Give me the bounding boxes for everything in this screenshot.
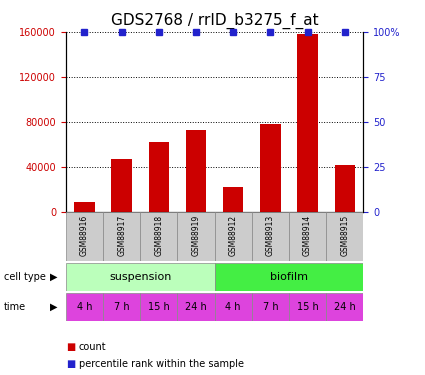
Text: 24 h: 24 h	[185, 302, 207, 312]
Bar	[66, 292, 103, 321]
Text: GSM88919: GSM88919	[192, 214, 201, 256]
Text: 7 h: 7 h	[263, 302, 278, 312]
Text: ▶: ▶	[50, 272, 57, 282]
Bar	[215, 292, 252, 321]
Text: 4 h: 4 h	[226, 302, 241, 312]
Text: 24 h: 24 h	[334, 302, 356, 312]
Bar	[149, 142, 169, 212]
Bar	[178, 212, 215, 261]
Text: 15 h: 15 h	[148, 302, 170, 312]
Bar	[66, 262, 215, 291]
Bar	[103, 292, 140, 321]
Bar	[74, 202, 95, 212]
Bar	[215, 212, 252, 261]
Text: GSM88917: GSM88917	[117, 214, 126, 256]
Bar	[223, 187, 244, 212]
Text: GSM88915: GSM88915	[340, 214, 349, 256]
Text: ■: ■	[66, 342, 75, 352]
Text: time: time	[4, 302, 26, 312]
Bar	[186, 130, 206, 212]
Text: biofilm: biofilm	[270, 272, 308, 282]
Bar	[103, 212, 140, 261]
Bar	[252, 212, 289, 261]
Text: GSM88912: GSM88912	[229, 215, 238, 256]
Bar	[178, 292, 215, 321]
Bar	[326, 212, 363, 261]
Text: GSM88918: GSM88918	[154, 215, 163, 256]
Bar	[66, 212, 103, 261]
Bar	[289, 212, 326, 261]
Text: percentile rank within the sample: percentile rank within the sample	[79, 359, 244, 369]
Bar	[326, 292, 363, 321]
Bar	[334, 165, 355, 212]
Bar	[215, 262, 363, 291]
Bar	[252, 292, 289, 321]
Text: GSM88913: GSM88913	[266, 214, 275, 256]
Bar	[289, 292, 326, 321]
Bar	[140, 292, 178, 321]
Text: 4 h: 4 h	[77, 302, 92, 312]
Text: ■: ■	[66, 359, 75, 369]
Text: count: count	[79, 342, 106, 352]
Text: GSM88916: GSM88916	[80, 214, 89, 256]
Bar	[140, 212, 178, 261]
Text: 7 h: 7 h	[114, 302, 130, 312]
Text: cell type: cell type	[4, 272, 46, 282]
Bar	[111, 159, 132, 212]
Title: GDS2768 / rrID_b3275_f_at: GDS2768 / rrID_b3275_f_at	[111, 13, 318, 29]
Bar	[260, 124, 281, 212]
Text: GSM88914: GSM88914	[303, 214, 312, 256]
Text: 15 h: 15 h	[297, 302, 318, 312]
Text: suspension: suspension	[109, 272, 171, 282]
Bar	[298, 34, 318, 212]
Text: ▶: ▶	[50, 302, 57, 312]
